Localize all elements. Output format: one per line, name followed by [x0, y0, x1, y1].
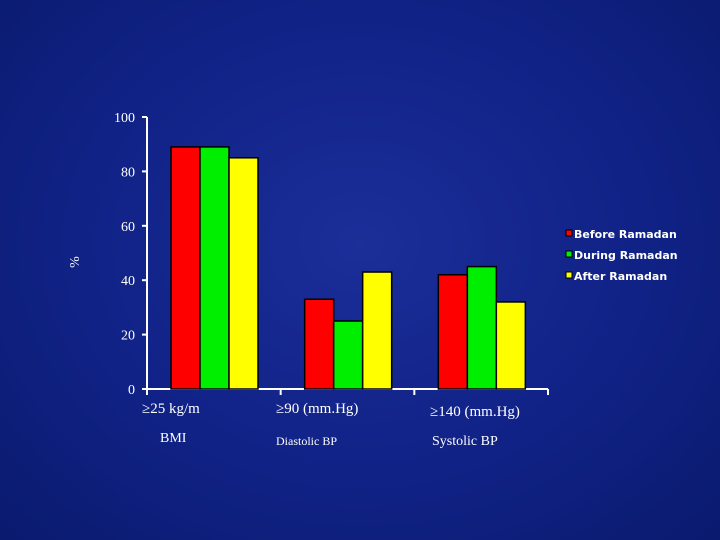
category-label-bmi-threshold: ≥25 kg/m [142, 401, 200, 417]
bar-after-ramadan-1 [228, 157, 259, 390]
bar-after-ramadan-2 [361, 271, 393, 390]
y-tick-label: 0 [128, 383, 135, 398]
category-sublabel-diastolic: Diastolic BP [276, 434, 338, 448]
bar-during-ramadan-1 [199, 146, 230, 390]
y-tick-label: 80 [121, 165, 135, 180]
y-axis-label: % [68, 256, 83, 268]
bar-after-ramadan-3 [495, 301, 527, 390]
y-tick-label: 60 [121, 220, 135, 235]
bar-before-ramadan-2 [303, 298, 335, 390]
y-tick-label: 100 [114, 111, 135, 126]
category-label-diastolic-threshold: ≥90 (mm.Hg) [276, 401, 359, 417]
category-sublabel-bmi: BMI [160, 431, 187, 446]
category-sublabel-systolic: Systolic BP [432, 434, 498, 449]
legend-swatch-before-ramadan [565, 229, 573, 237]
category-label-systolic-threshold: ≥140 (mm.Hg) [430, 404, 520, 420]
bar-during-ramadan-2 [332, 320, 364, 390]
legend-label-during-ramadan: During Ramadan [574, 249, 678, 262]
legend-label-after-ramadan: After Ramadan [574, 270, 667, 283]
legend-swatch-after-ramadan [565, 271, 573, 279]
chart-legend: Before Ramadan During Ramadan After Ramada… [565, 228, 678, 283]
bar-during-ramadan-3 [466, 265, 498, 390]
legend-label-before-ramadan: Before Ramadan [574, 228, 677, 241]
y-tick-label: 20 [121, 329, 135, 344]
bar-before-ramadan-3 [437, 274, 469, 390]
bar-before-ramadan-1 [170, 146, 201, 390]
chart-bars [170, 146, 527, 390]
y-tick-label: 40 [121, 274, 135, 289]
legend-swatch-during-ramadan [565, 250, 573, 258]
